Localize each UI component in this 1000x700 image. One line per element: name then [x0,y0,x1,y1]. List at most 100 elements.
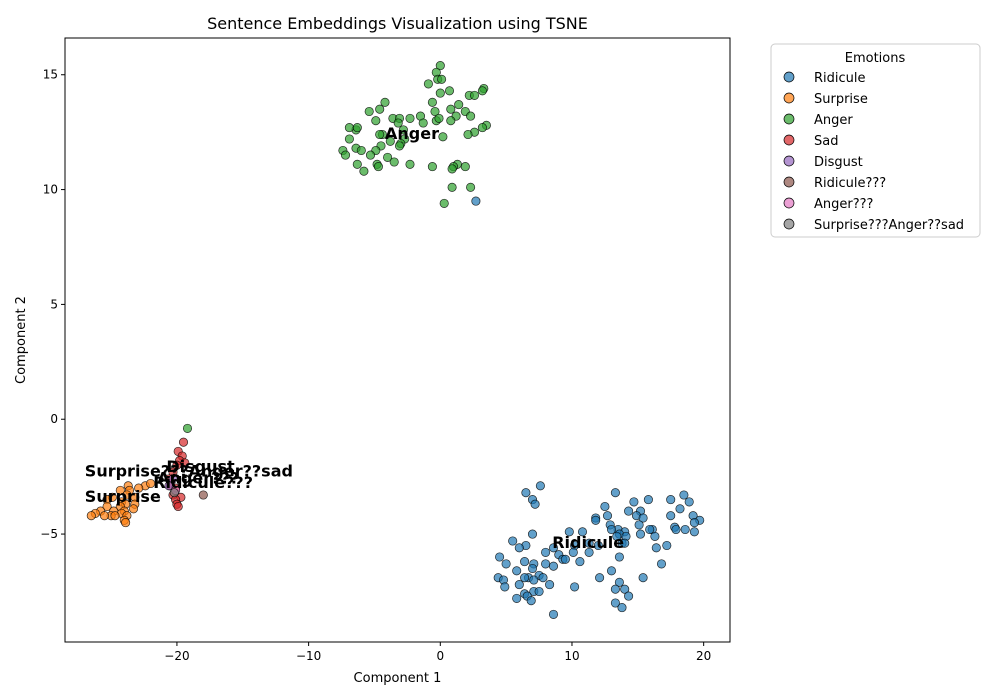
data-point [527,563,538,574]
data-point [689,527,699,537]
data-point [530,499,540,509]
chart-title: Sentence Embeddings Visualization using … [207,14,588,33]
data-point [541,547,551,557]
legend-item-sad: Sad [783,134,838,149]
data-point [514,580,524,590]
x-tick-label: −20 [164,649,189,663]
data-point [352,123,362,133]
data-point [684,497,694,507]
y-tick-label: 5 [50,297,58,311]
y-tick-label: −5 [40,527,58,541]
data-point [365,150,376,160]
data-point [638,513,648,523]
legend-item-surprise: Surprise [783,92,868,107]
data-point [173,501,183,512]
data-point [527,529,538,539]
data-point [606,566,617,576]
data-point [564,527,574,537]
data-point [447,182,457,192]
data-point [624,591,634,601]
legend-marker [783,134,795,146]
data-point [393,118,403,128]
data-point [514,543,524,553]
x-axis: −20 −10 0 10 20 [164,642,711,663]
x-tick-label: 10 [564,649,579,663]
cluster-label-disgust: Disgust [166,457,235,476]
data-point [447,164,457,174]
y-tick-label: 10 [43,183,58,197]
data-point [394,141,405,151]
data-point [168,474,178,484]
data-point [437,74,447,84]
legend-marker [783,92,795,104]
data-point [635,529,646,539]
legend-label: Anger [814,113,853,128]
data-point [128,504,139,514]
data-point [679,490,689,500]
plot-area-frame [64,37,731,643]
data-point [610,488,620,498]
data-point [435,88,445,98]
legend-marker [783,176,795,188]
y-axis-label: Component 2 [14,296,29,384]
x-tick-label: 0 [436,649,444,663]
data-point [535,481,545,491]
series-ridicule [198,490,208,500]
data-point [620,584,630,594]
data-point [666,495,676,505]
data-point [548,561,559,571]
data-point [548,543,559,553]
x-axis-label: Component 1 [354,671,442,686]
legend: Emotions Ridicule Surprise Anger Sad Disgust… [770,43,981,238]
data-point [198,490,208,500]
data-point [356,145,366,156]
data-point [435,61,445,71]
legend-marker [783,155,795,167]
data-point [495,552,505,562]
cluster-label-surprise: Surprise [85,487,161,506]
legend-box [770,43,981,238]
data-point [617,603,627,613]
data-point [389,157,399,167]
data-point [560,554,570,564]
data-point [501,559,511,569]
data-point [595,573,605,583]
data-point [169,488,179,498]
data-point [529,575,539,585]
data-point [477,86,487,96]
legend-label: Anger??? [814,197,873,212]
series-anger [182,61,491,433]
legend-item-ridicule: Ridicule??? [783,176,886,191]
data-point [427,162,437,172]
data-point [371,116,381,126]
data-point [656,559,667,569]
data-point [512,566,522,576]
data-point [643,495,653,505]
data-point [164,481,174,491]
data-point [446,104,456,114]
data-point [466,111,476,121]
series-disgust [164,474,178,491]
data-point [600,501,610,512]
data-point [584,538,594,548]
data-point [666,511,676,521]
data-point [423,79,433,89]
data-point [398,125,408,135]
data-point [375,104,385,114]
data-point [614,577,624,587]
data-point [548,609,559,619]
legend-marker [783,218,795,230]
data-point [610,584,620,594]
x-tick-label: 20 [696,649,711,663]
legend-label: Disgust [814,155,863,170]
data-point [520,557,530,567]
data-point [364,106,374,117]
legend-label: Ridicule [814,71,866,86]
cluster-label-surprise-anger-sad: Surprise???Anger??sad [85,462,293,481]
y-tick-label: 15 [43,68,58,82]
cluster-label-ridicule: Ridicule [552,533,624,552]
legend-item-disgust: Disgust [783,155,863,170]
legend-label: Ridicule??? [814,176,886,191]
data-point [526,596,536,606]
